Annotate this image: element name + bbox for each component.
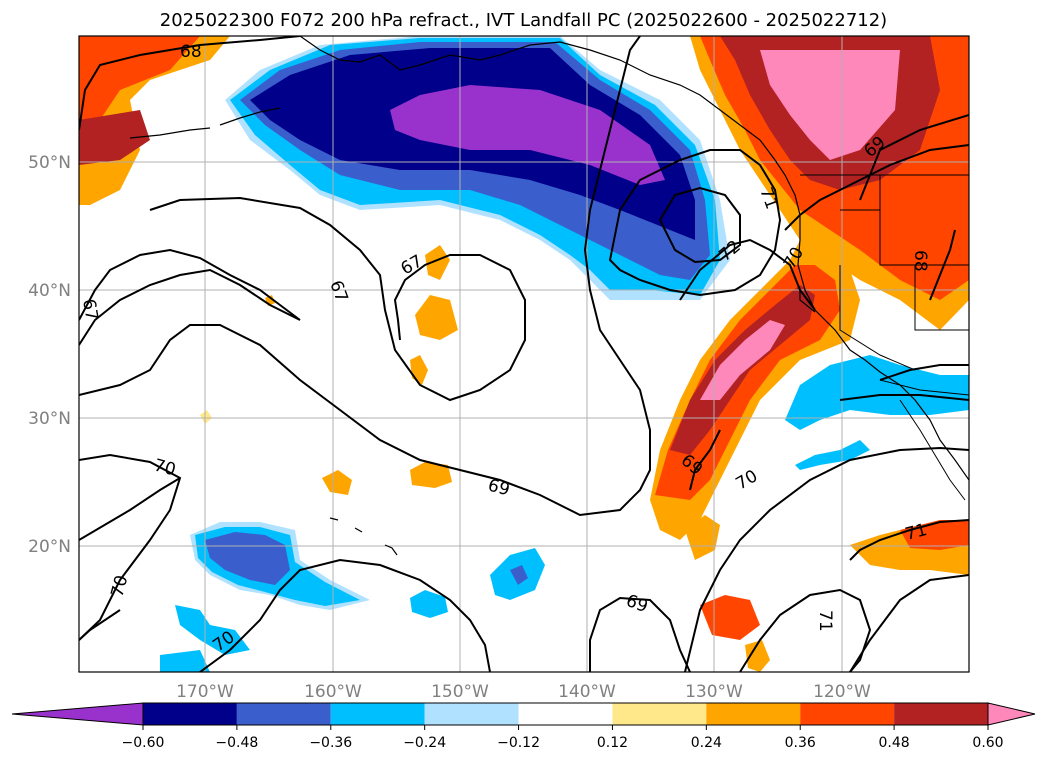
contour-label: 67 xyxy=(78,297,101,322)
lon-label: 140°W xyxy=(558,682,616,702)
lat-label: 30°N xyxy=(28,409,71,429)
colorbar-segment xyxy=(612,703,707,725)
colorbar-segment xyxy=(330,703,425,725)
gridlines xyxy=(79,36,969,672)
colorbar-extension-high xyxy=(987,702,1036,726)
lon-label: 150°W xyxy=(431,682,489,702)
contour-label: 68 xyxy=(180,42,202,62)
colorbar-segment xyxy=(143,703,237,725)
lat-label: 50°N xyxy=(28,153,71,173)
map-title: 2025022300 F072 200 hPa refract., IVT La… xyxy=(159,10,888,31)
colorbar-segment xyxy=(800,703,895,725)
lon-label: 160°W xyxy=(304,682,362,702)
colorbar-tick-label: 0.48 xyxy=(879,735,910,751)
colorbar-labels: −0.60 −0.48 −0.36 −0.24 −0.12 0.12 0.24 0.36 0.4… xyxy=(122,725,1004,751)
colorbar-segment xyxy=(894,703,988,725)
coastlines xyxy=(129,36,969,556)
colorbar-tick-label: −0.60 xyxy=(122,735,165,751)
colorbar-tick-label: 0.60 xyxy=(972,735,1003,751)
colorbar-segment xyxy=(424,703,519,725)
lon-label: 170°W xyxy=(176,682,234,702)
contour-label: 71 xyxy=(815,610,835,632)
longitude-labels: 170°W 160°W 150°W 140°W 130°W 120°W xyxy=(176,682,871,702)
map-frame xyxy=(78,35,970,673)
colorbar-tick-label: 0.12 xyxy=(597,735,628,751)
lat-label: 40°N xyxy=(28,281,71,301)
lon-label: 120°W xyxy=(813,682,871,702)
contour-label: 68 xyxy=(910,250,930,272)
colorbar-tick-label: −0.48 xyxy=(215,735,258,751)
contour-lines xyxy=(79,36,969,672)
colorbar-tick-label: 0.36 xyxy=(785,735,816,751)
colorbar-tick-label: 0.24 xyxy=(691,735,722,751)
lon-label: 130°W xyxy=(685,682,743,702)
colorbar-tick-label: −0.36 xyxy=(309,735,352,751)
colorbar-tick-label: −0.24 xyxy=(403,735,446,751)
shading-layer xyxy=(79,36,969,672)
colorbar xyxy=(11,702,1036,726)
colorbar-extension-low xyxy=(11,702,144,726)
colorbar-segment xyxy=(518,703,613,725)
lat-label: 20°N xyxy=(28,537,71,557)
colorbar-frame xyxy=(142,702,989,726)
latitude-labels: 50°N 40°N 30°N 20°N xyxy=(28,153,71,557)
colorbar-segment xyxy=(236,703,331,725)
colorbar-tick-label: −0.12 xyxy=(497,735,540,751)
colorbar-segment xyxy=(706,703,801,725)
